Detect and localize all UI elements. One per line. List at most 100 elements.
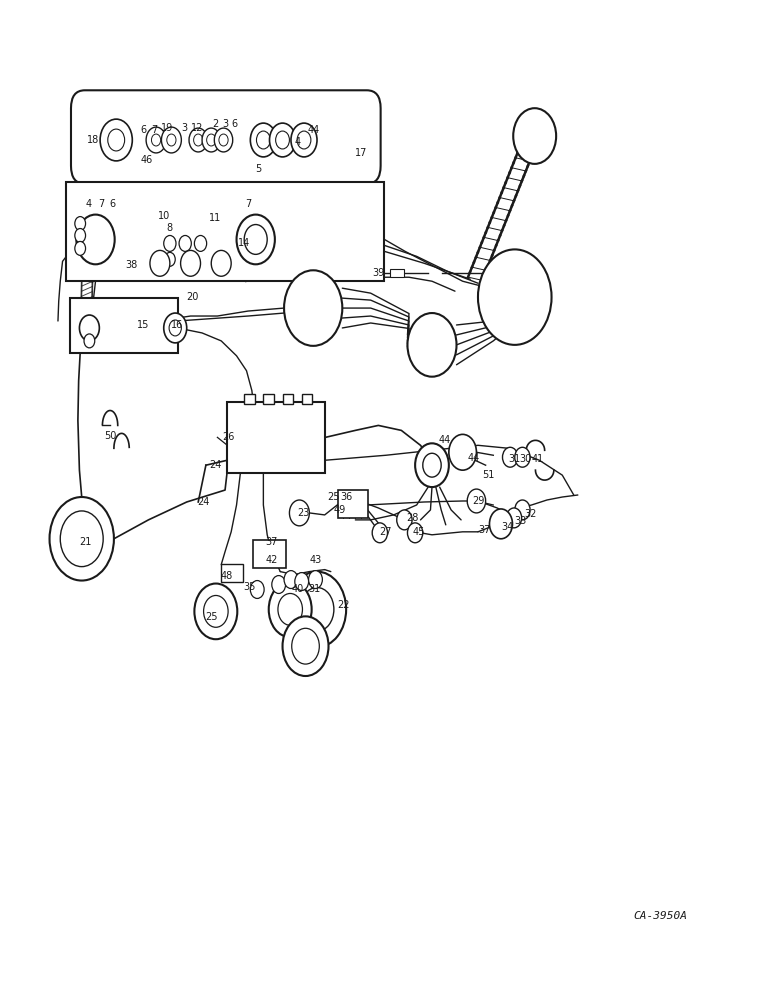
Circle shape [76, 215, 115, 264]
Circle shape [423, 453, 441, 477]
Text: 49: 49 [334, 505, 346, 515]
Circle shape [295, 573, 309, 590]
Text: 26: 26 [222, 432, 235, 442]
Bar [302, 394, 313, 404]
Circle shape [164, 252, 175, 266]
Circle shape [309, 571, 323, 589]
Text: 50: 50 [104, 431, 117, 441]
Text: CA-3950A: CA-3950A [633, 911, 687, 921]
Circle shape [189, 128, 208, 152]
Circle shape [297, 131, 311, 149]
Bar [283, 394, 293, 404]
Circle shape [167, 134, 176, 146]
Text: 6: 6 [110, 199, 116, 209]
Text: 39: 39 [372, 268, 384, 278]
Text: 18: 18 [87, 135, 100, 145]
Circle shape [467, 489, 486, 513]
Circle shape [478, 249, 551, 345]
Text: 27: 27 [379, 527, 391, 537]
Circle shape [75, 241, 86, 255]
Circle shape [449, 434, 476, 470]
Text: 7: 7 [245, 199, 251, 209]
Circle shape [250, 581, 264, 598]
Circle shape [283, 616, 329, 676]
Text: 31: 31 [309, 584, 321, 594]
Circle shape [108, 129, 124, 151]
Text: 44: 44 [307, 125, 320, 135]
Circle shape [278, 593, 303, 625]
Circle shape [169, 320, 181, 336]
Circle shape [250, 123, 276, 157]
Text: 12: 12 [191, 123, 203, 133]
Text: 34: 34 [501, 522, 513, 532]
Circle shape [372, 523, 388, 543]
Text: 10: 10 [157, 211, 170, 221]
Circle shape [515, 447, 530, 467]
Text: 28: 28 [406, 513, 418, 523]
Circle shape [513, 108, 556, 164]
Circle shape [84, 334, 95, 348]
Circle shape [195, 235, 207, 251]
Circle shape [146, 127, 166, 153]
Circle shape [300, 588, 334, 631]
Circle shape [269, 123, 296, 157]
Text: 20: 20 [186, 292, 198, 302]
Text: 46: 46 [141, 155, 153, 165]
Circle shape [515, 500, 530, 520]
Text: 48: 48 [221, 571, 232, 581]
Bar [390, 269, 404, 277]
Text: 8: 8 [167, 223, 173, 233]
Text: 32: 32 [524, 509, 537, 519]
Circle shape [212, 250, 231, 276]
Circle shape [181, 250, 201, 276]
Text: 31: 31 [509, 454, 521, 464]
Text: 3: 3 [181, 123, 188, 133]
Text: 16: 16 [171, 320, 183, 330]
Text: 30: 30 [520, 454, 532, 464]
Circle shape [49, 497, 114, 581]
Circle shape [288, 572, 346, 647]
Bar [244, 394, 255, 404]
Text: 4: 4 [86, 199, 92, 209]
Circle shape [415, 443, 449, 487]
Circle shape [256, 131, 270, 149]
FancyBboxPatch shape [71, 90, 381, 184]
Bar [222, 564, 242, 582]
Circle shape [150, 250, 170, 276]
Circle shape [164, 313, 187, 343]
Text: 21: 21 [80, 537, 92, 547]
Text: 38: 38 [125, 260, 137, 270]
Text: 25: 25 [205, 612, 218, 622]
Text: 24: 24 [198, 497, 210, 507]
Text: 3: 3 [222, 119, 228, 129]
Text: 25: 25 [327, 492, 340, 502]
Text: 41: 41 [532, 454, 544, 464]
Text: 23: 23 [297, 508, 310, 518]
Text: 51: 51 [482, 470, 495, 480]
Text: 29: 29 [472, 496, 484, 506]
Circle shape [194, 134, 203, 146]
Circle shape [100, 119, 132, 161]
Bar [338, 490, 367, 518]
Circle shape [164, 235, 176, 251]
Circle shape [75, 217, 86, 231]
Circle shape [207, 134, 216, 146]
Bar [227, 402, 326, 473]
Circle shape [408, 313, 456, 377]
Circle shape [151, 134, 161, 146]
Text: 33: 33 [514, 516, 527, 526]
Circle shape [291, 123, 317, 157]
Circle shape [408, 523, 423, 543]
Circle shape [75, 229, 86, 242]
Circle shape [269, 582, 312, 637]
Text: 44: 44 [438, 435, 450, 445]
Circle shape [195, 584, 237, 639]
Text: 5: 5 [255, 164, 261, 174]
Text: 37: 37 [478, 525, 490, 535]
Text: 37: 37 [266, 537, 278, 547]
Circle shape [292, 628, 320, 664]
Bar [66, 182, 384, 281]
Circle shape [202, 128, 221, 152]
Text: 40: 40 [292, 584, 304, 594]
Circle shape [290, 500, 310, 526]
